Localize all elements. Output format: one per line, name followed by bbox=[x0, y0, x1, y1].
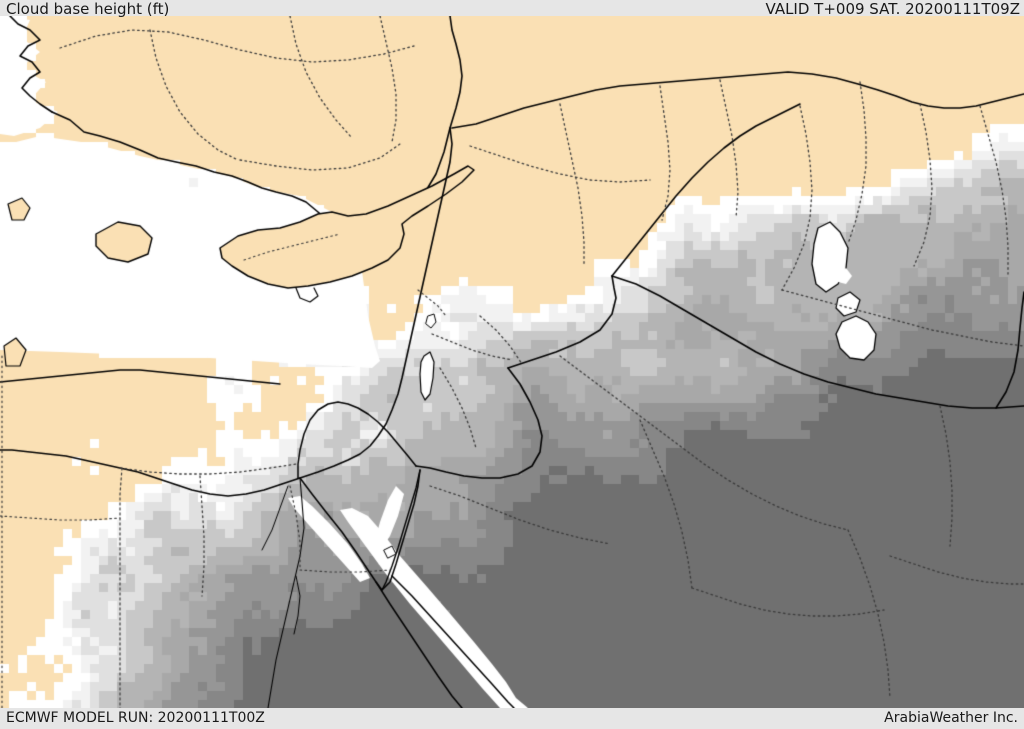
page-title: Cloud base height (ft) bbox=[6, 0, 170, 18]
header-bar bbox=[0, 0, 1024, 16]
valid-time-label: VALID T+009 SAT. 20200111T09Z bbox=[765, 0, 1020, 18]
footer-bar bbox=[0, 708, 1024, 729]
attribution-label: ArabiaWeather Inc. bbox=[884, 710, 1018, 726]
cloud-base-height-raster[interactable] bbox=[0, 16, 1024, 708]
map-area[interactable] bbox=[0, 16, 1024, 708]
model-run-label: ECMWF MODEL RUN: 20200111T00Z bbox=[6, 710, 265, 726]
